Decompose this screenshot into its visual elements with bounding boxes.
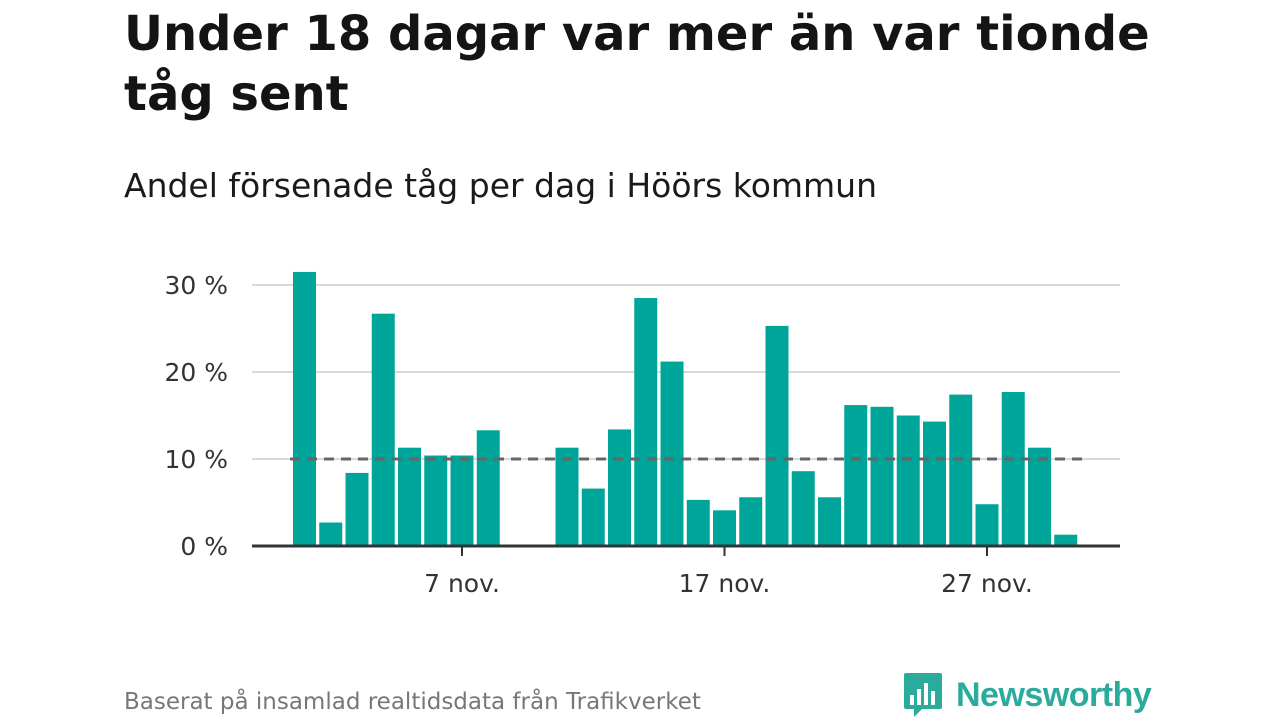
bar <box>371 313 395 546</box>
bar <box>975 504 999 546</box>
x-tick-label: 17 nov. <box>679 569 771 598</box>
brand-name: Newsworthy <box>956 675 1152 714</box>
bar <box>713 510 736 546</box>
y-tick-label: 30 % <box>164 271 228 300</box>
bar <box>870 406 894 546</box>
bar <box>923 421 946 546</box>
bar <box>450 455 474 546</box>
x-tick-label: 7 nov. <box>424 569 500 598</box>
bar <box>1028 447 1051 546</box>
bar <box>398 447 421 546</box>
bar <box>896 415 920 546</box>
chart-title: Under 18 dagar var mer än var tionde tåg… <box>124 6 1150 122</box>
bar-chart-speech-bubble-icon <box>904 673 942 717</box>
bar <box>424 455 448 546</box>
bar <box>555 447 579 546</box>
bar <box>293 271 316 546</box>
bar <box>739 497 763 546</box>
bar <box>818 497 841 546</box>
bar <box>765 325 789 546</box>
bar <box>1001 392 1025 546</box>
bars <box>293 271 1078 546</box>
chart-subtitle: Andel försenade tåg per dag i Höörs komm… <box>124 166 878 205</box>
bar <box>581 488 605 546</box>
bar <box>608 429 631 546</box>
bar <box>1054 534 1078 546</box>
bar <box>476 430 500 546</box>
bar <box>791 471 815 546</box>
brand-logo[interactable]: Newsworthy <box>902 670 1152 720</box>
y-tick-label: 20 % <box>164 358 228 387</box>
axes: 0 % 10 % 20 % 30 % 7 nov. 17 nov. 27 nov. <box>164 271 1120 598</box>
bar <box>844 405 868 546</box>
bar <box>319 522 343 546</box>
bar-chart: 0 % 10 % 20 % 30 % 7 nov. 17 nov. 27 nov. <box>164 271 1120 598</box>
bar <box>660 361 684 546</box>
bar <box>686 499 710 546</box>
source-note: Baserat på insamlad realtidsdata från Tr… <box>124 689 701 715</box>
y-tick-label: 0 % <box>180 532 228 561</box>
bar <box>345 472 369 546</box>
bar <box>949 394 973 546</box>
x-tick-label: 27 nov. <box>941 569 1033 598</box>
bar <box>634 298 658 546</box>
y-tick-label: 10 % <box>164 445 228 474</box>
